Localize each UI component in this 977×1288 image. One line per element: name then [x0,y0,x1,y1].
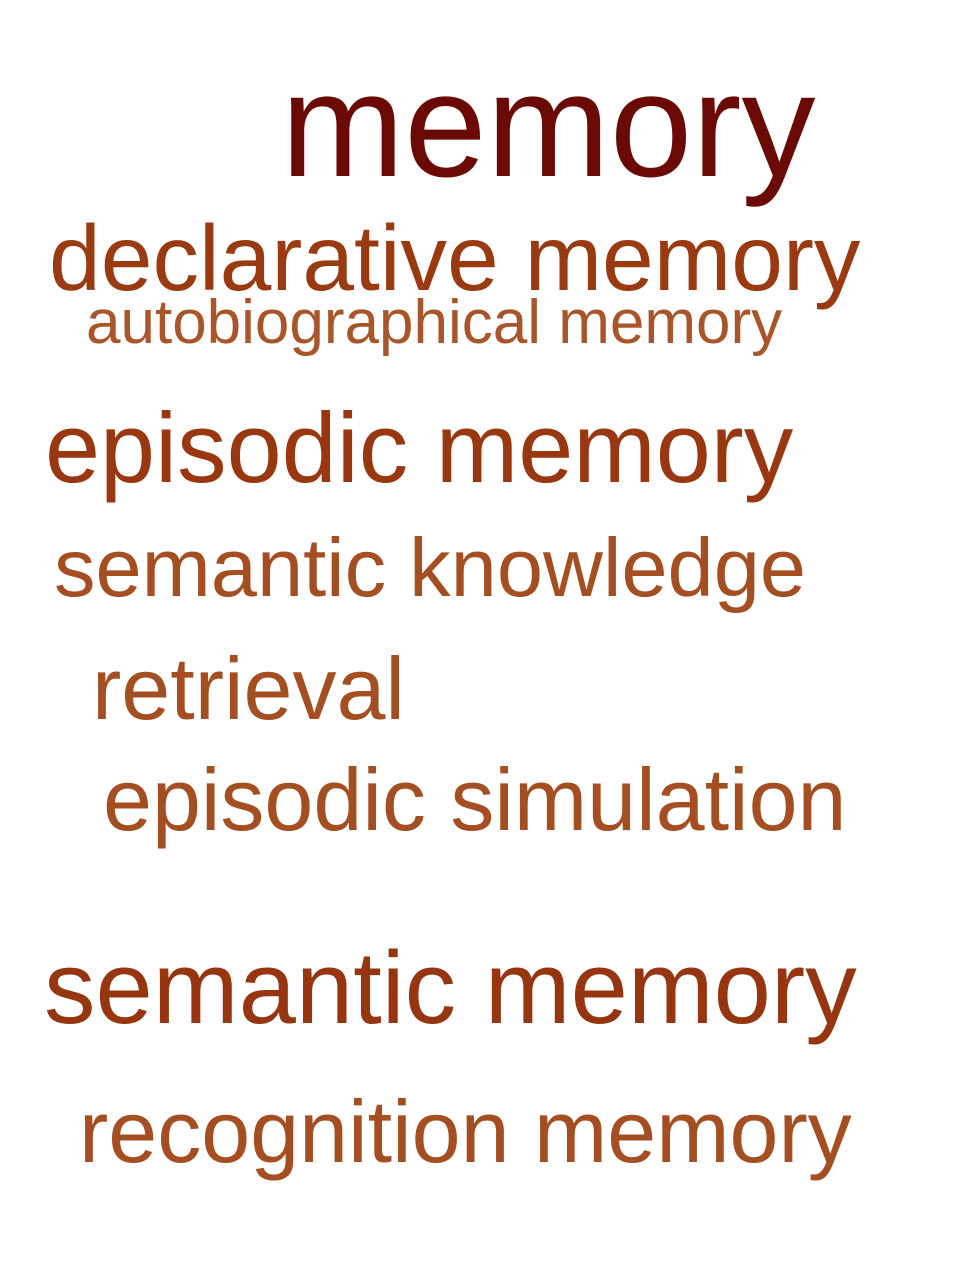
word-declarative-memory: declarative memory [49,206,861,310]
word-semantic-knowledge: semantic knowledge [54,521,807,614]
word-recognition-memory: recognition memory [79,1082,852,1181]
word-memory: memory [281,43,816,208]
word-semantic-memory: semantic memory [44,930,857,1045]
word-autobiographical-memory: autobiographical memory [86,288,783,357]
word-episodic-memory: episodic memory [45,392,794,503]
word-retrieval: retrieval [92,639,405,738]
word-episodic-simulation: episodic simulation [103,750,847,849]
